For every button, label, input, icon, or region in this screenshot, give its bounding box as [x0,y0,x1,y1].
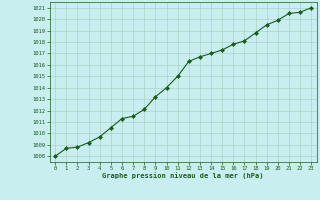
X-axis label: Graphe pression niveau de la mer (hPa): Graphe pression niveau de la mer (hPa) [102,173,264,179]
